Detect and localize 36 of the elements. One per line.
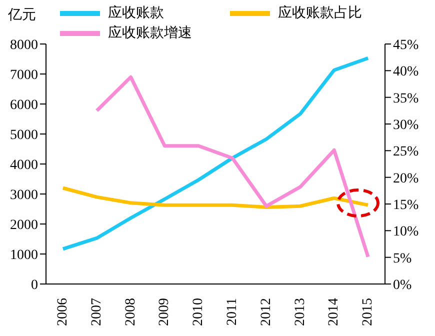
y2-tick-label: 45% xyxy=(393,38,419,53)
line-series xyxy=(95,75,370,259)
y-tick-label: 7000 xyxy=(10,68,38,83)
x-tick-label: 2010 xyxy=(191,298,206,326)
x-tick-label: 2014 xyxy=(326,298,342,326)
x-tick-label: 2008 xyxy=(123,298,138,326)
x-tick-label: 2012 xyxy=(258,298,274,326)
y2-tick-label: 5% xyxy=(393,251,412,266)
y2-tick-label: 0% xyxy=(393,278,412,293)
y2-tick-label: 10% xyxy=(393,224,419,240)
y2-tick-label: 15% xyxy=(393,198,419,213)
x-tick-label: 2007 xyxy=(89,298,104,326)
y2-tick-label: 20% xyxy=(393,171,419,186)
x-tick-label: 2009 xyxy=(157,298,172,326)
legend-label: 应收账款占比 xyxy=(278,4,362,22)
legend-label: 应收账款 xyxy=(108,4,164,22)
y-tick-label: 0 xyxy=(31,278,38,293)
line-series xyxy=(61,186,370,209)
x-tick-label: 2011 xyxy=(224,298,240,326)
x-tick-label: 2015 xyxy=(360,298,376,326)
y-tick-label: 6000 xyxy=(10,98,38,113)
y2-tick-label: 35% xyxy=(393,91,419,106)
y-tick-label: 4000 xyxy=(10,158,38,173)
y-axis-title: 亿元 xyxy=(8,7,36,24)
y-tick-label: 8000 xyxy=(10,38,38,53)
y2-tick-label: 30% xyxy=(393,118,419,133)
y-tick-label: 5000 xyxy=(10,128,38,143)
y-tick-label: 1000 xyxy=(10,248,38,263)
legend-label: 应收账款增速 xyxy=(108,24,192,42)
y2-tick-label: 25% xyxy=(393,144,419,160)
y-tick-label: 2000 xyxy=(10,218,38,233)
y-tick-label: 3000 xyxy=(10,188,38,203)
x-tick-label: 2013 xyxy=(292,298,308,326)
x-tick-label: 2006 xyxy=(55,298,70,326)
y2-tick-label: 40% xyxy=(393,64,419,80)
line-series xyxy=(61,56,370,251)
